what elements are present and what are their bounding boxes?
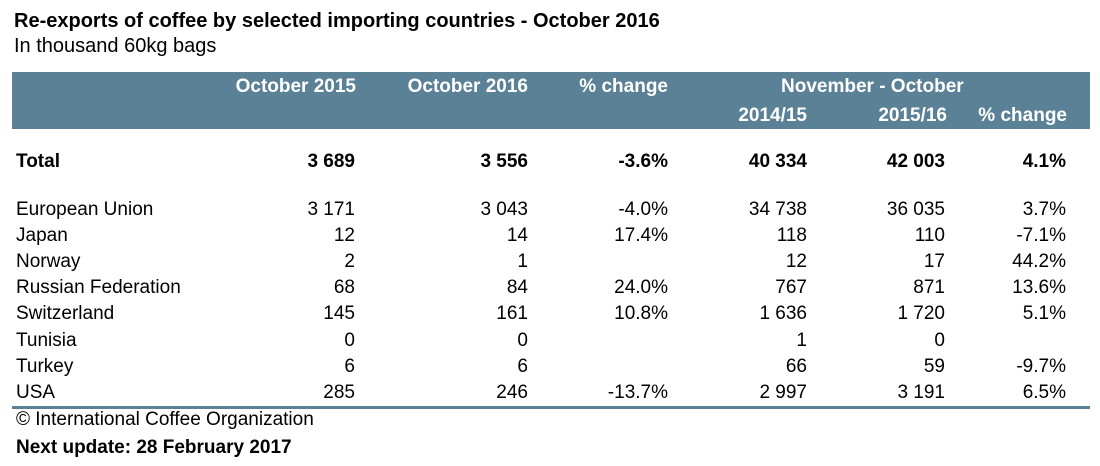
table-row: USA 285 246 -13.7% 2 997 3 191 6.5% — [0, 380, 1100, 406]
cell-2015-16: 36 035 — [886, 199, 945, 220]
table-title: Re-exports of coffee by selected importi… — [14, 10, 660, 32]
cell-year-change: 13.6% — [1012, 277, 1066, 299]
table-row: Turkey 6 6 66 59 -9.7% — [0, 354, 1100, 380]
cell-oct2016: 161 — [496, 303, 528, 325]
header-october-2015: October 2015 — [235, 76, 356, 97]
cell-change: -13.7% — [607, 381, 668, 403]
cell-oct2015: 12 — [333, 225, 355, 247]
table-subtitle: In thousand 60kg bags — [14, 35, 217, 57]
cell-oct2016: 3 556 — [480, 151, 528, 172]
cell-oct2015: 68 — [333, 277, 355, 299]
row-country: Tunisia — [16, 329, 77, 351]
cell-year-change: 6.5% — [1022, 381, 1066, 403]
cell-year-change: -9.7% — [1016, 355, 1066, 377]
cell-oct2015: 285 — [323, 381, 355, 403]
cell-2014-15: 40 334 — [748, 151, 807, 172]
cell-2015-16: 3 191 — [897, 381, 945, 403]
table-header: October 2015 October 2016 % change Novem… — [12, 72, 1090, 129]
cell-oct2015: 0 — [344, 329, 355, 351]
header-november-october: November - October — [781, 76, 964, 97]
header-year-percent-change: % change — [978, 105, 1067, 126]
row-country: Norway — [16, 251, 81, 273]
cell-change: 17.4% — [614, 225, 668, 247]
cell-2015-16: 59 — [923, 355, 945, 377]
header-percent-change: % change — [579, 76, 668, 97]
cell-oct2016: 3 043 — [480, 199, 528, 220]
row-country: European Union — [16, 199, 154, 220]
cell-oct2015: 3 689 — [307, 151, 355, 172]
cell-2014-15: 34 738 — [748, 199, 807, 220]
cell-2015-16: 110 — [914, 225, 945, 247]
header-2014-15: 2014/15 — [738, 105, 807, 126]
cell-2014-15: 118 — [776, 225, 807, 247]
cell-2015-16: 42 003 — [886, 151, 945, 172]
cell-change: 10.8% — [614, 303, 668, 325]
table-row: Tunisia 0 0 1 0 — [0, 328, 1100, 354]
table-row: Switzerland 145 161 10.8% 1 636 1 720 5.1% — [0, 301, 1100, 327]
table-row: Japan 12 14 17.4% 118 110 -7.1% — [0, 223, 1100, 249]
cell-year-change: 5.1% — [1022, 303, 1066, 325]
row-country: USA — [16, 381, 56, 403]
cell-oct2016: 14 — [506, 225, 528, 247]
next-update-note: Next update: 28 February 2017 — [16, 437, 292, 458]
row-country: Japan — [16, 225, 68, 247]
cell-oct2015: 145 — [323, 303, 355, 325]
cell-2014-15: 767 — [775, 277, 807, 299]
cell-year-change: 3.7% — [1022, 199, 1066, 220]
cell-oct2015: 3 171 — [307, 199, 355, 220]
cell-oct2016: 6 — [517, 355, 528, 377]
row-country: Turkey — [16, 355, 74, 377]
cell-change: -3.6% — [618, 151, 668, 172]
cell-change: 24.0% — [614, 277, 668, 299]
row-country: Total — [16, 151, 60, 172]
cell-2014-15: 2 997 — [759, 381, 807, 403]
cell-change: -4.0% — [618, 199, 668, 220]
cell-2014-15: 1 636 — [759, 303, 807, 325]
cell-oct2016: 84 — [506, 277, 528, 299]
cell-year-change: 4.1% — [1022, 151, 1066, 172]
cell-oct2016: 0 — [517, 329, 528, 351]
cell-2014-15: 66 — [785, 355, 807, 377]
cell-2015-16: 1 720 — [897, 303, 945, 325]
cell-oct2016: 1 — [517, 251, 528, 273]
cell-2015-16: 871 — [913, 277, 945, 299]
bottom-rule — [12, 406, 1090, 409]
row-country: Switzerland — [16, 303, 115, 325]
cell-2015-16: 17 — [923, 251, 945, 273]
table-row: Norway 2 1 12 17 44.2% — [0, 249, 1100, 275]
cell-oct2015: 2 — [344, 251, 355, 273]
cell-year-change: -7.1% — [1016, 225, 1066, 247]
total-row: Total 3 689 3 556 -3.6% 40 334 42 003 4.… — [0, 149, 1100, 175]
row-country: Russian Federation — [16, 277, 181, 299]
table-row: Russian Federation 68 84 24.0% 767 871 13.6% — [0, 275, 1100, 301]
table-row: European Union 3 171 3 043 -4.0% 34 738 36 03… — [0, 197, 1100, 223]
cell-oct2015: 6 — [344, 355, 355, 377]
header-2015-16: 2015/16 — [878, 105, 947, 126]
cell-year-change: 44.2% — [1012, 251, 1066, 273]
cell-oct2016: 246 — [496, 381, 528, 403]
header-october-2016: October 2016 — [407, 76, 528, 97]
cell-2015-16: 0 — [934, 329, 945, 351]
copyright-note: © International Coffee Organization — [16, 409, 314, 430]
cell-2014-15: 1 — [796, 329, 807, 351]
cell-2014-15: 12 — [785, 251, 807, 273]
